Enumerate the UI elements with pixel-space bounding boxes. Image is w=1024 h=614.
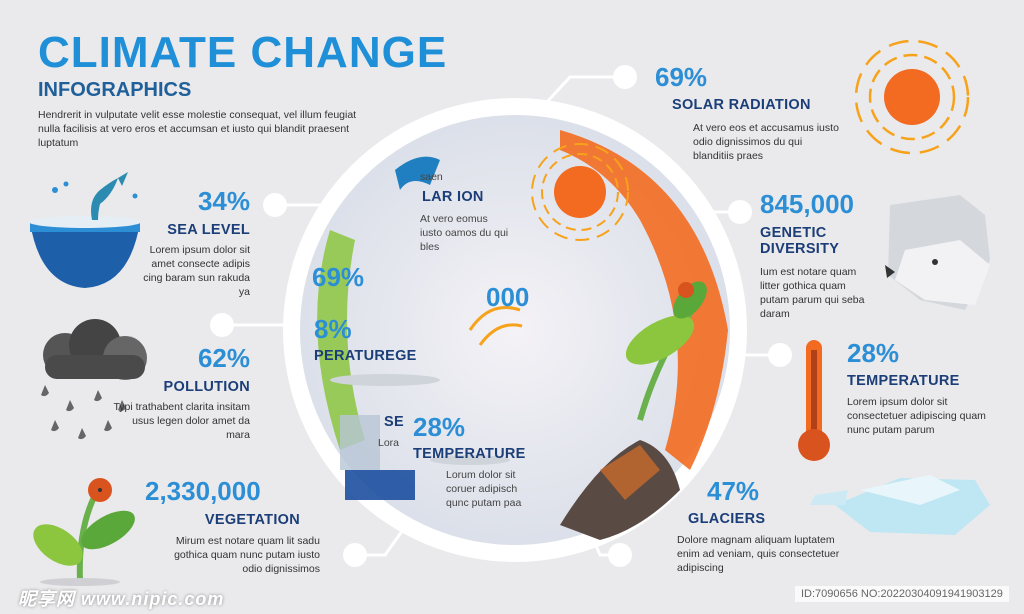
node-glaciers <box>608 543 632 567</box>
node-sea-level <box>263 193 287 217</box>
vegetation-value: 2,330,000 <box>145 476 261 506</box>
sea-level-icon <box>29 172 141 288</box>
circle-temp-text: Lorum dolor sit coruer adipisch qunc put… <box>446 469 522 509</box>
solar-label: SOLAR RADIATION <box>672 97 811 113</box>
circle-sun-text: At vero eomus iusto oamos du qui bles <box>420 213 509 253</box>
glaciers-text: Dolore magnam aliquam luptatem enim ad v… <box>677 534 840 574</box>
thermometer-icon <box>798 340 830 461</box>
circle-temp-label2: TEMPERATURE <box>413 446 526 462</box>
genetic-text: Ium est notare quam litter gothica quam … <box>760 266 865 320</box>
circle-sun-label: LAR ION <box>422 189 484 205</box>
circle-pct: 8% <box>314 314 352 344</box>
page-subtitle: INFOGRAPHICS <box>38 79 192 101</box>
circle-sun-icon <box>531 143 629 241</box>
genetic-value: 845,000 <box>760 189 854 219</box>
page-title: CLIMATE CHANGE <box>38 28 448 77</box>
solar-sun-icon <box>854 39 970 155</box>
node-temperature <box>768 343 792 367</box>
sea-level-value: 34% <box>197 186 250 216</box>
node-genetic <box>728 200 752 224</box>
polar-bear-icon <box>885 195 990 310</box>
temperature-text: Lorem ipsum dolor sit consectetuer adipi… <box>847 396 986 436</box>
temperature-value: 28% <box>847 338 900 368</box>
glacier-ice-icon <box>810 475 990 535</box>
watermark-id: ID:7090656 NO:20220304091941903129 <box>795 586 1009 602</box>
vegetation-label: VEGETATION <box>204 512 300 528</box>
node-solar <box>613 65 637 89</box>
pollution-label: POLLUTION <box>163 379 250 395</box>
pollution-cloud-icon <box>41 319 147 440</box>
circle-temp-num: 28% <box>413 412 466 442</box>
pollution-value: 62% <box>197 343 250 373</box>
sea-level-label: SEA LEVEL <box>167 222 250 238</box>
genetic-label: GENETIC DIVERSITY <box>760 225 840 257</box>
solar-value: 69% <box>655 62 708 92</box>
circle-sea-text: Lora <box>378 437 400 449</box>
solar-text: At vero eos et accusamus iusto odio dign… <box>693 122 839 162</box>
circle-sun-small: saen <box>420 171 443 183</box>
circle-num2: 000 <box>486 282 530 312</box>
glaciers-value: 47% <box>707 476 760 506</box>
glaciers-label: GLACIERS <box>688 511 766 527</box>
node-pollution <box>210 313 234 337</box>
sea-level-text: Lorem ipsum dolor sit amet consecte adip… <box>143 244 250 298</box>
circle-temp-label: PERATUREGE <box>314 348 417 364</box>
node-vegetation <box>343 543 367 567</box>
intro-text: Hendrerit in vulputate velit esse molest… <box>38 109 357 149</box>
circle-sea-label: SE <box>384 414 404 430</box>
temperature-label: TEMPERATURE <box>847 373 960 389</box>
vegetation-text: Mirum est notare quam lit sadu gothica q… <box>174 535 320 575</box>
watermark-logo: 昵享网 www.nipic.com <box>18 589 225 609</box>
vegetation-plant-icon <box>33 478 135 586</box>
pollution-text: Typi trathabent clarita insitam usus leg… <box>113 401 250 441</box>
circle-num1: 69% <box>312 262 365 292</box>
